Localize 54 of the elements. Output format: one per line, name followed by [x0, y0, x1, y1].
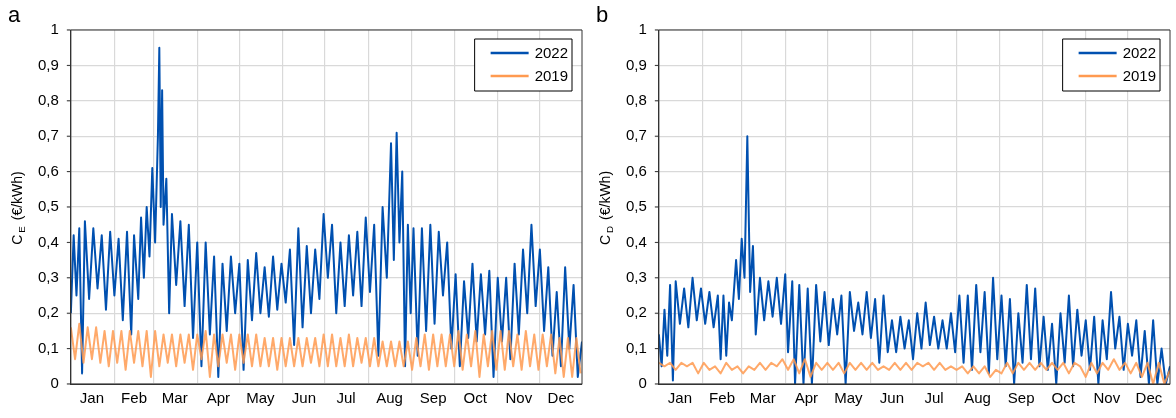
x-tick-label: Dec [547, 389, 575, 407]
y-tick-label: 0 [50, 374, 59, 392]
y-tick-label: 0,4 [37, 232, 59, 250]
x-tick-label: Feb [709, 389, 735, 407]
x-tick-label: Sep [1007, 389, 1035, 407]
y-tick-label: 0,5 [625, 197, 647, 215]
y-tick-label: 1 [50, 20, 59, 38]
x-tick-label: Mar [161, 389, 188, 407]
y-tick-label: 0,6 [625, 161, 647, 179]
y-tick-label: 0,3 [37, 267, 59, 285]
y-tick-label: 0,5 [37, 197, 59, 215]
y-tick-label: 0,9 [625, 55, 647, 73]
x-tick-label: Sep [419, 389, 447, 407]
chart-title: a [8, 2, 21, 28]
x-tick-label: Aug [376, 389, 403, 407]
legend-label: 2019 [1122, 67, 1157, 85]
x-tick-label: Jan [79, 389, 105, 407]
y-tick-label: 0,1 [37, 338, 59, 356]
legend-label: 2019 [534, 67, 569, 85]
x-tick-label: Apr [794, 389, 818, 407]
y-tick-label: 0,9 [37, 55, 59, 73]
x-tick-label: May [246, 389, 276, 407]
x-tick-label: Oct [463, 389, 488, 407]
x-tick-label: Jul [336, 389, 356, 407]
y-axis-title: CE (€/kWh) [8, 171, 27, 245]
chart-title: b [596, 2, 609, 28]
x-tick-label: Jan [667, 389, 693, 407]
x-tick-label: Feb [121, 389, 147, 407]
x-tick-label: Jul [924, 389, 944, 407]
y-axis-title: CD (€/kWh) [596, 170, 615, 246]
y-tick-label: 0,8 [625, 90, 647, 108]
x-tick-label: May [834, 389, 864, 407]
y-tick-label: 0,7 [37, 126, 59, 144]
y-tick-label: 0,2 [37, 303, 59, 321]
x-tick-label: Nov [505, 389, 533, 407]
x-tick-label: Aug [964, 389, 991, 407]
y-tick-label: 0 [638, 374, 647, 392]
y-tick-label: 1 [638, 20, 647, 38]
y-tick-label: 0,2 [625, 303, 647, 321]
x-tick-label: Apr [206, 389, 230, 407]
x-tick-label: Oct [1051, 389, 1076, 407]
x-tick-label: Dec [1135, 389, 1163, 407]
y-tick-label: 0,8 [37, 90, 59, 108]
y-tick-label: 0,1 [625, 338, 647, 356]
y-tick-label: 0,6 [37, 161, 59, 179]
x-tick-label: Jun [879, 389, 905, 407]
x-tick-label: Mar [749, 389, 776, 407]
y-tick-label: 0,3 [625, 267, 647, 285]
legend-label: 2022 [534, 44, 569, 62]
y-tick-label: 0,7 [625, 126, 647, 144]
y-tick-label: 0,4 [625, 232, 647, 250]
x-tick-label: Jun [291, 389, 317, 407]
x-tick-label: Nov [1093, 389, 1121, 407]
legend-label: 2022 [1122, 44, 1157, 62]
